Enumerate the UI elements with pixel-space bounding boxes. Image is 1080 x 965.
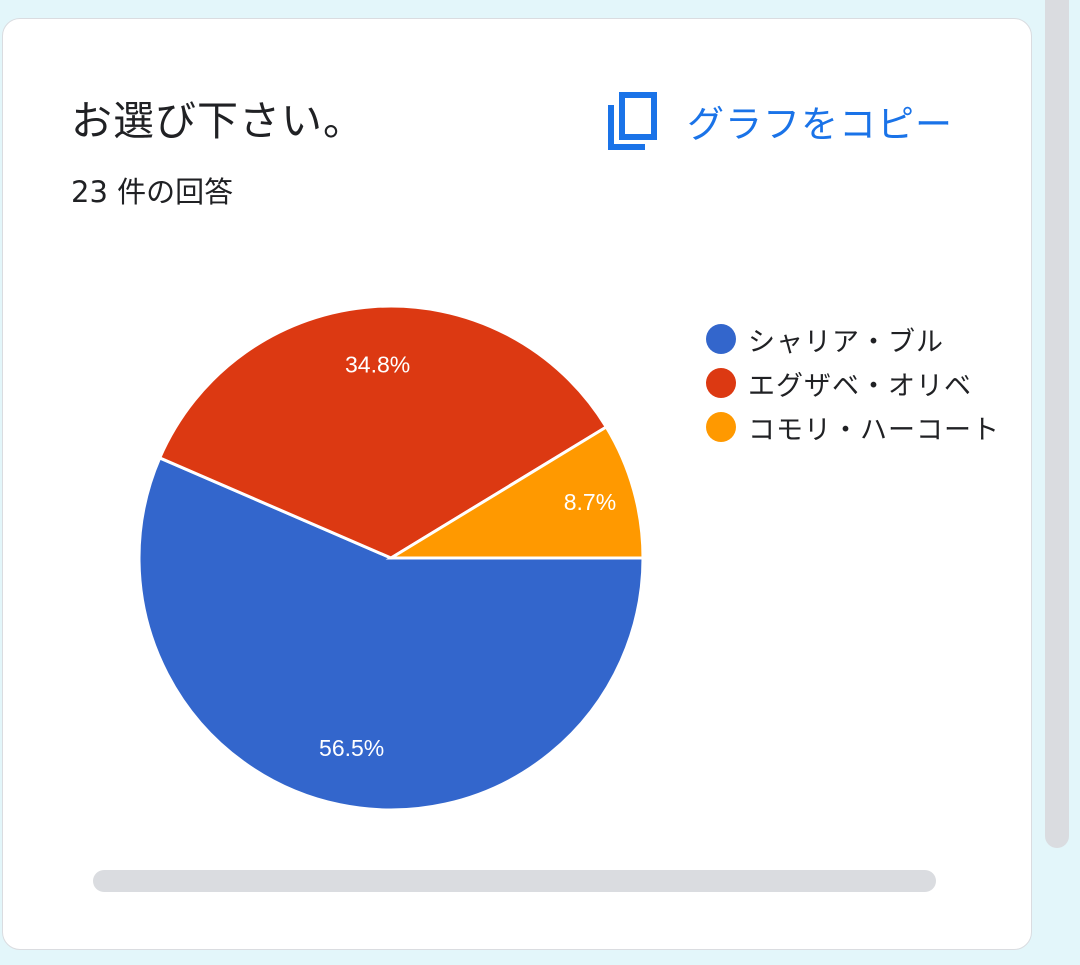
pie-slice[interactable] <box>157 304 609 560</box>
pie-slice[interactable] <box>385 424 645 560</box>
horizontal-scrollbar[interactable] <box>93 870 936 892</box>
pie-slice-label: 56.5% <box>319 735 384 761</box>
copy-icon <box>605 91 659 151</box>
chart-legend: シャリア・ブル エグザベ・オリベ コモリ・ハーコート <box>706 317 1000 449</box>
copy-chart-label: グラフをコピー <box>687 103 953 146</box>
copy-chart-button[interactable]: グラフをコピー <box>605 89 953 153</box>
legend-label: シャリア・ブル <box>748 326 944 358</box>
legend-label: エグザベ・オリベ <box>748 370 972 402</box>
pie-chart: 56.5% 34.8% 8.7% <box>137 304 645 812</box>
response-count: 23 件の回答 <box>71 175 234 209</box>
pie-slice[interactable] <box>137 455 645 812</box>
legend-swatch <box>706 412 736 442</box>
pie-slices <box>137 304 645 812</box>
legend-item[interactable]: シャリア・ブル <box>706 317 1000 361</box>
legend-item[interactable]: コモリ・ハーコート <box>706 405 1000 449</box>
pie-slice-label: 8.7% <box>564 489 616 515</box>
legend-label: コモリ・ハーコート <box>748 414 1000 446</box>
legend-item[interactable]: エグザベ・オリベ <box>706 361 1000 405</box>
legend-swatch <box>706 324 736 354</box>
vertical-scrollbar[interactable] <box>1045 0 1069 848</box>
pie-labels: 56.5% 34.8% 8.7% <box>319 351 616 761</box>
pie-slice-label: 34.8% <box>345 351 410 377</box>
legend-swatch <box>706 368 736 398</box>
chart-card: お選び下さい。 23 件の回答 グラフをコピー 56.5% 34.8% 8.7% シ… <box>2 18 1032 950</box>
question-title: お選び下さい。 <box>71 97 365 145</box>
